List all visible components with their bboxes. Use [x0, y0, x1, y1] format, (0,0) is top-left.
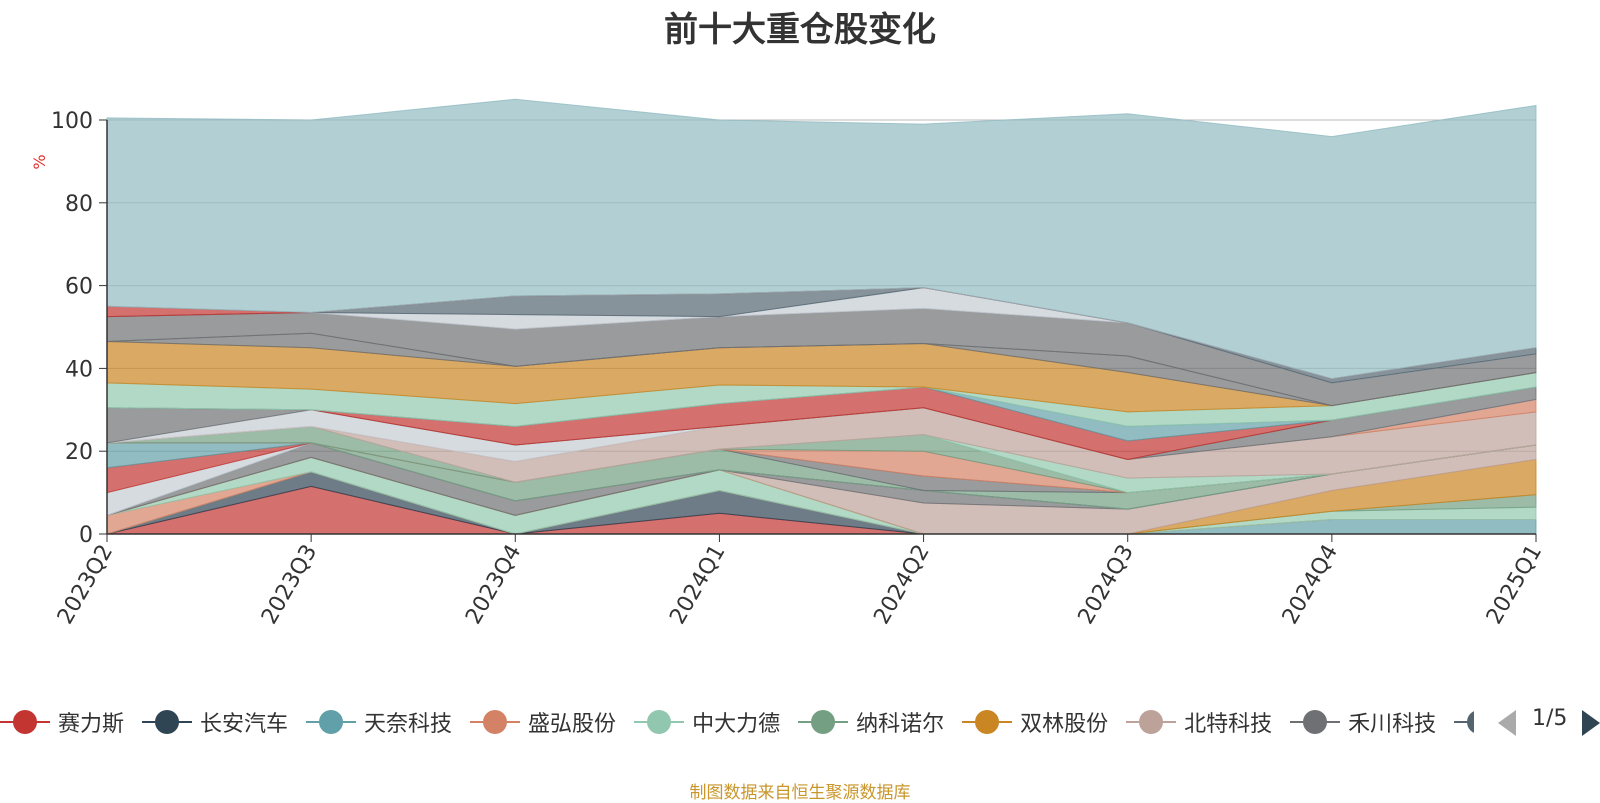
x-tick-label: 2023Q3: [257, 541, 322, 629]
legend-item[interactable]: 双林股份: [962, 700, 1108, 744]
legend-swatch-icon: [1290, 710, 1341, 734]
legend-next-page-icon[interactable]: [1582, 710, 1600, 736]
legend-item[interactable]: 隆盛科技: [1454, 700, 1474, 744]
legend-prev-page-icon[interactable]: [1498, 710, 1516, 736]
legend-label: 双林股份: [1020, 712, 1109, 737]
legend-swatch-icon: [798, 710, 849, 734]
legend-label: 纳科诺尔: [856, 712, 945, 737]
legend-item[interactable]: 北特科技: [1126, 700, 1272, 744]
stacked-area-chart: 0 20 40 60 80 100 2023Q2 2023Q3 2023Q4 2024Q1 2024…: [30, 98, 1547, 629]
source-note: 制图数据来自恒生聚源数据库: [689, 783, 911, 803]
y-tick-label: 100: [51, 109, 93, 134]
area-series-31[interactable]: [106, 98, 1537, 380]
legend-page-indicator: 1/5: [1532, 706, 1568, 731]
legend-swatch-icon: [1126, 710, 1177, 734]
legend-item[interactable]: 纳科诺尔: [798, 700, 944, 744]
y-tick-label: 60: [65, 275, 93, 300]
legend-label: 中大力德: [692, 712, 781, 737]
legend-label: 禾川科技: [1348, 712, 1437, 737]
x-tick-label: 2025Q1: [1482, 541, 1547, 629]
chart-title: 前十大重仓股变化: [664, 10, 936, 50]
x-tick-label: 2024Q1: [665, 541, 730, 629]
x-tick-label: 2024Q2: [869, 541, 934, 629]
area-series-layer: [106, 98, 1537, 535]
y-tick-label: 0: [79, 523, 93, 548]
legend-label: 长安汽车: [200, 712, 289, 737]
legend-label: 北特科技: [1184, 712, 1273, 737]
legend-swatch-icon: [142, 710, 193, 734]
y-tick-label: 40: [65, 357, 93, 382]
y-axis-unit: %: [30, 154, 49, 169]
legend-label: 天奈科技: [364, 712, 453, 737]
x-tick-label: 2024Q4: [1278, 541, 1343, 629]
legend-label: 赛力斯: [58, 712, 125, 737]
legend-swatch-icon: [0, 710, 50, 734]
legend-items: 赛力斯长安汽车天奈科技盛弘股份中大力德纳科诺尔双林股份北特科技禾川科技隆盛科技绿…: [0, 700, 1474, 744]
x-tick-label: 2024Q3: [1074, 541, 1139, 629]
legend-swatch-icon: [470, 710, 521, 734]
legend-label: 盛弘股份: [528, 712, 617, 737]
legend-swatch-icon: [306, 710, 357, 734]
legend-item[interactable]: 中大力德: [634, 700, 780, 744]
y-tick-label: 20: [65, 440, 93, 465]
y-tick-label: 80: [65, 192, 93, 217]
legend-item[interactable]: 天奈科技: [306, 700, 452, 744]
legend-pager: 1/5: [1498, 700, 1600, 744]
x-tick-label: 2023Q2: [53, 541, 118, 629]
legend-swatch-icon: [634, 710, 685, 734]
legend-item[interactable]: 禾川科技: [1290, 700, 1436, 744]
legend-swatch-icon: [1454, 710, 1474, 734]
legend: 赛力斯长安汽车天奈科技盛弘股份中大力德纳科诺尔双林股份北特科技禾川科技隆盛科技绿…: [0, 700, 1600, 744]
x-tick-label: 2023Q4: [461, 541, 526, 629]
legend-swatch-icon: [962, 710, 1013, 734]
legend-item[interactable]: 赛力斯: [0, 700, 124, 744]
legend-item[interactable]: 盛弘股份: [470, 700, 616, 744]
legend-item[interactable]: 长安汽车: [142, 700, 288, 744]
